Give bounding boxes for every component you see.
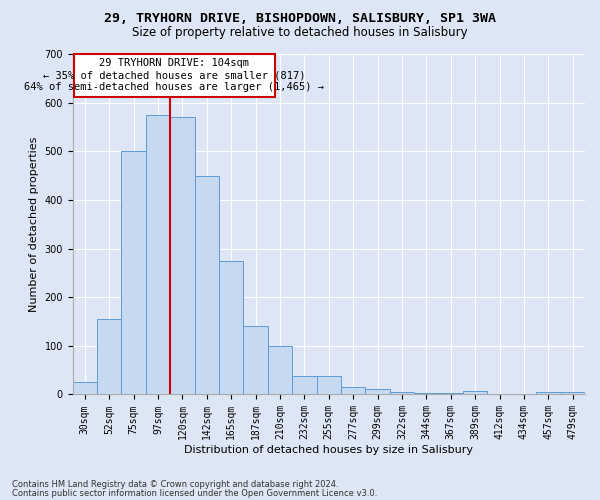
Bar <box>365 388 390 394</box>
Bar <box>292 376 317 394</box>
Text: 64% of semi-detached houses are larger (1,465) →: 64% of semi-detached houses are larger (… <box>25 82 325 92</box>
Bar <box>121 152 146 394</box>
Text: ← 35% of detached houses are smaller (817): ← 35% of detached houses are smaller (81… <box>43 70 305 80</box>
Bar <box>560 392 585 394</box>
Bar <box>194 176 219 394</box>
Text: Size of property relative to detached houses in Salisbury: Size of property relative to detached ho… <box>132 26 468 39</box>
X-axis label: Distribution of detached houses by size in Salisbury: Distribution of detached houses by size … <box>184 445 473 455</box>
Bar <box>341 387 365 394</box>
Y-axis label: Number of detached properties: Number of detached properties <box>29 136 39 312</box>
Text: Contains HM Land Registry data © Crown copyright and database right 2024.: Contains HM Land Registry data © Crown c… <box>12 480 338 489</box>
Bar <box>390 392 414 394</box>
Bar <box>439 393 463 394</box>
Bar <box>244 326 268 394</box>
Bar <box>414 393 439 394</box>
Text: 29 TRYHORN DRIVE: 104sqm: 29 TRYHORN DRIVE: 104sqm <box>100 58 250 68</box>
Bar <box>73 382 97 394</box>
Bar <box>536 392 560 394</box>
Bar <box>219 260 244 394</box>
Bar <box>268 346 292 395</box>
Bar <box>97 319 121 394</box>
Bar <box>317 376 341 394</box>
FancyBboxPatch shape <box>74 54 275 97</box>
Text: Contains public sector information licensed under the Open Government Licence v3: Contains public sector information licen… <box>12 488 377 498</box>
Text: 29, TRYHORN DRIVE, BISHOPDOWN, SALISBURY, SP1 3WA: 29, TRYHORN DRIVE, BISHOPDOWN, SALISBURY… <box>104 12 496 26</box>
Bar <box>463 390 487 394</box>
Bar <box>146 115 170 394</box>
Bar <box>170 117 194 394</box>
